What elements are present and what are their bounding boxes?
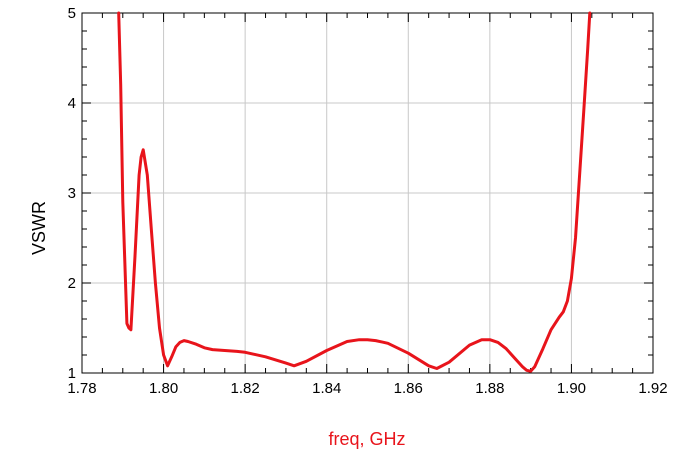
y-tick-label: 2 bbox=[68, 275, 76, 292]
y-tick-label: 5 bbox=[68, 5, 76, 22]
vswr-series-line bbox=[117, 11, 592, 373]
y-tick-label: 1 bbox=[68, 365, 76, 382]
x-tick-label: 1.82 bbox=[231, 380, 260, 397]
plot-frame bbox=[81, 12, 654, 374]
x-tick-label: 1.84 bbox=[312, 380, 341, 397]
x-tick-label: 1.86 bbox=[394, 380, 423, 397]
y-tick-labels: 1 2 3 4 5 bbox=[68, 5, 76, 382]
x-tick-labels: 1.78 1.80 1.82 1.84 1.86 1.88 1.90 1.92 bbox=[67, 380, 667, 397]
x-tick-label: 1.80 bbox=[149, 380, 178, 397]
series-lines bbox=[117, 11, 592, 373]
x-tick-label: 1.88 bbox=[475, 380, 504, 397]
x-tick-label: 1.90 bbox=[557, 380, 586, 397]
x-tick-label: 1.78 bbox=[67, 380, 96, 397]
y-tick-label: 3 bbox=[68, 185, 76, 202]
y-axis-title: VSWR bbox=[29, 201, 49, 255]
x-tick-label: 1.92 bbox=[638, 380, 667, 397]
y-tick-label: 4 bbox=[68, 95, 76, 112]
x-axis-title: freq, GHz bbox=[328, 429, 405, 449]
grid-lines bbox=[82, 13, 653, 373]
tick-marks bbox=[81, 12, 654, 374]
